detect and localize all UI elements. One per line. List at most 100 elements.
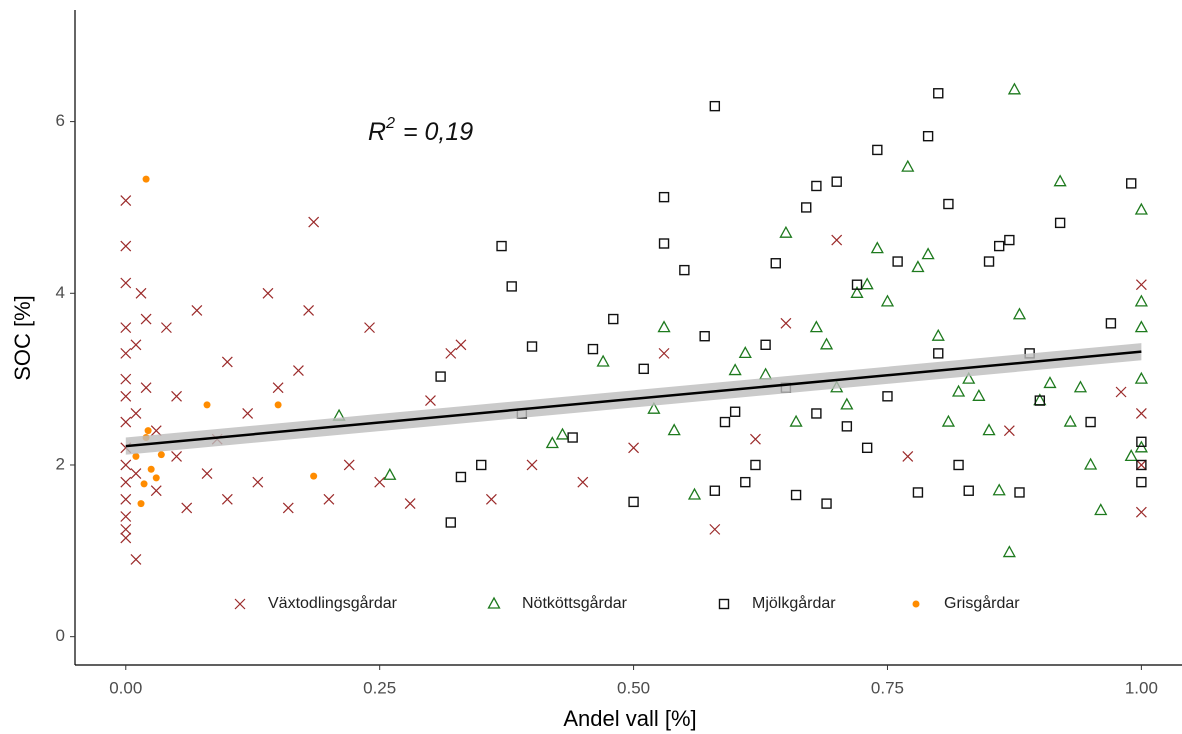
cross-marker [303,305,315,316]
cross-marker [658,347,670,359]
series-0 [120,195,1147,565]
triangle-marker [962,371,976,384]
cross-marker [120,532,132,544]
square-marker [993,240,1005,252]
triangle-marker [992,483,1006,496]
circle-marker [132,452,140,460]
square-marker [841,421,853,432]
square-marker [455,471,467,483]
square-marker [699,331,710,342]
triangle-marker [931,328,945,341]
square-marker [811,408,822,419]
square-marker [1136,459,1147,471]
cross-marker [242,408,254,419]
triangle-marker [383,467,397,480]
triangle-marker [596,354,610,367]
square-marker [1105,318,1117,329]
square-marker [851,279,863,290]
x-tick-label: 1.00 [1125,678,1158,697]
circle-marker [152,474,160,482]
triangle-marker [759,367,773,380]
square-marker [567,432,578,443]
square-marker [476,459,487,471]
triangle-marker [1043,376,1057,389]
triangle-marker [982,423,996,436]
cross-marker [709,523,721,535]
series-3 [132,175,318,508]
x-axis-title: Andel vall [%] [563,706,696,731]
cross-marker [272,382,284,394]
cross-marker [234,598,246,610]
square-marker [709,485,721,496]
circle-marker [912,600,920,608]
annotation-superscript: 2 [385,115,395,132]
circle-marker [137,500,145,508]
triangle-marker [1073,380,1088,393]
cross-marker [323,493,335,505]
cross-marker [140,382,152,394]
x-tick-label: 0.00 [109,678,142,697]
circle-marker [310,472,318,480]
square-marker [1054,217,1066,229]
triangle-marker [1012,307,1027,320]
cross-marker [120,195,132,207]
legend-label: Mjölkgårdar [752,594,836,612]
triangle-marker [1002,545,1016,558]
square-marker [679,264,690,276]
annotation-rest: = 0,19 [403,118,473,146]
square-marker [912,487,924,498]
y-axis-title: SOC [%] [10,295,35,381]
triangle-marker [911,260,925,273]
square-marker [821,498,832,509]
cross-marker [171,390,182,402]
circle-marker [203,401,211,409]
cross-marker [160,322,172,334]
triangle-marker [1124,449,1138,462]
square-marker [801,202,812,213]
triangle-marker [487,596,501,609]
cross-marker [120,493,132,505]
cross-marker [1003,425,1015,437]
square-marker [587,343,599,355]
cross-marker [120,390,132,402]
triangle-marker [1053,174,1067,187]
triangle-marker [1134,320,1148,333]
square-marker [892,256,903,267]
circle-marker [147,465,155,473]
square-marker [933,348,944,359]
x-tick-label: 0.50 [617,678,650,697]
triangle-marker [545,436,559,449]
triangle-marker [1007,82,1022,95]
cross-marker [750,433,761,445]
x-tick-label: 0.75 [871,678,904,697]
cross-marker [293,365,304,376]
legend-label: Växtodlingsgårdar [268,594,398,612]
triangle-marker [667,423,681,436]
cross-marker [902,450,914,462]
triangle-marker [870,241,884,254]
cross-marker [120,523,132,535]
triangle-marker [789,414,803,427]
circle-marker [142,175,150,183]
cross-marker [201,468,213,479]
x-tick-label: 0.25 [363,678,396,697]
cross-marker [120,373,132,385]
cross-marker [135,287,147,299]
series-2 [435,88,1147,528]
cross-marker [120,511,132,522]
triangle-marker [921,247,935,260]
square-marker [1085,416,1096,428]
square-marker [1126,178,1137,189]
square-marker [790,489,802,501]
y-tick-label: 0 [56,626,65,645]
square-marker [1004,234,1015,246]
cross-marker [577,476,589,488]
cross-marker [308,216,320,228]
cross-marker [1135,279,1147,291]
square-marker [709,100,721,112]
triangle-marker [972,388,986,401]
cross-marker [120,277,132,289]
trend-line [125,350,1142,448]
square-marker [922,130,934,142]
